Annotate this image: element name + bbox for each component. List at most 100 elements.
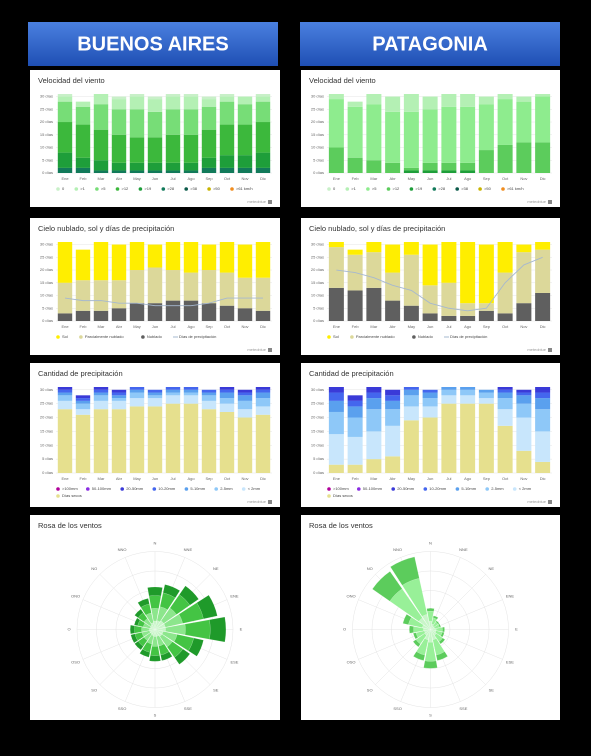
bar-segment [57, 152, 73, 168]
bar-segment [201, 400, 217, 410]
legend-swatch [161, 187, 166, 191]
direction-label: SSE [184, 706, 192, 711]
bar-segment [129, 242, 145, 271]
bar-segment [75, 106, 91, 125]
spoke [430, 574, 486, 630]
legend-swatch [455, 187, 460, 191]
wind-sector [156, 635, 165, 647]
bar-segment [497, 94, 513, 100]
bar-segment [75, 414, 91, 473]
bar-segment [129, 137, 145, 163]
wind-sector [435, 620, 440, 625]
bar-segment [497, 313, 513, 321]
legend-swatch [115, 187, 120, 191]
bar-segment [93, 392, 109, 396]
y-tick-label: 15 días [40, 280, 53, 285]
bar-segment [422, 406, 438, 418]
wind-sector [159, 592, 176, 610]
legend-label: 5-10mm [461, 486, 476, 491]
legend-label: Días secos [62, 493, 82, 498]
wind-sector [426, 608, 435, 612]
direction-label: SSE [459, 706, 467, 711]
x-tick-label: Oct [502, 324, 509, 329]
bar-segment [516, 244, 532, 253]
x-tick-label: Jul [446, 176, 451, 181]
bar-segment [366, 409, 382, 432]
bar-segment [111, 400, 127, 410]
bar-segment [93, 280, 109, 311]
bar-segment [219, 96, 235, 102]
menu-icon [548, 348, 552, 352]
legend-label: Nublado [147, 334, 163, 339]
x-tick-label: Ene [333, 324, 341, 329]
bar-segment [460, 387, 476, 390]
bar-segment [497, 425, 513, 473]
bar-segment [57, 101, 73, 123]
wind-sector [372, 571, 403, 602]
bar-segment [147, 111, 163, 138]
y-tick-label: 20 días [311, 267, 324, 272]
legend-label: Días de precipitación [179, 334, 216, 339]
x-tick-label: Nov [520, 476, 527, 481]
bar-segment [347, 157, 363, 173]
bar-segment [147, 398, 163, 407]
bar-segment [478, 403, 494, 473]
x-tick-label: Ago [464, 476, 472, 481]
wind-sector [427, 610, 434, 622]
direction-label: ENE [230, 594, 239, 599]
direction-label: SE [213, 687, 219, 692]
bar-segment [535, 94, 551, 97]
bar-segment [328, 147, 344, 173]
wind-sector [134, 617, 141, 626]
bar-segment [111, 99, 127, 110]
legend-swatch [184, 487, 189, 491]
legend-label: >50 [213, 186, 221, 191]
bar-segment [328, 287, 344, 321]
wind-sector [412, 639, 421, 648]
y-tick-label: 20 días [40, 267, 53, 272]
bar-segment [403, 170, 419, 173]
y-tick-label: 0 días [42, 170, 53, 175]
source-label: meteoblue [247, 499, 266, 504]
legend-swatch [120, 487, 124, 491]
x-tick-label: Jun [152, 176, 158, 181]
wind-sector [196, 594, 218, 620]
bar-segment [219, 155, 235, 168]
bar-segment [422, 244, 438, 286]
legend-swatch [391, 487, 396, 491]
bar-segment [385, 395, 401, 401]
bar-segment [497, 398, 513, 410]
legend-label: >1 [351, 186, 356, 191]
source-label: meteoblue [527, 347, 546, 352]
header-box [300, 22, 560, 66]
legend-label: >1 [80, 186, 85, 191]
legend-label: Días secos [333, 493, 353, 498]
bar-segment [385, 400, 401, 410]
x-tick-label: May [133, 176, 141, 181]
bar-segment [460, 315, 476, 321]
legend-label: Parcialmente nublado [85, 334, 124, 339]
x-tick-label: Dic [260, 324, 266, 329]
bar-segment [255, 94, 271, 97]
menu-icon [268, 500, 272, 504]
bar-segment [165, 94, 181, 97]
x-tick-label: Mar [370, 476, 378, 481]
legend-label: >12 [393, 186, 401, 191]
bar-segment [183, 395, 199, 404]
bar-segment [366, 459, 382, 473]
bar-segment [165, 270, 181, 301]
bar-segment [516, 142, 532, 173]
y-tick-label: 0 días [42, 318, 53, 323]
x-tick-label: Feb [80, 324, 88, 329]
bar-segment [183, 300, 199, 321]
bar-segment [478, 150, 494, 173]
bar-segment [57, 392, 73, 396]
bar-segment [535, 409, 551, 432]
direction-label: N [429, 541, 432, 546]
legend-label: >61 km/h [507, 186, 524, 191]
y-tick-label: 10 días [311, 442, 324, 447]
wind-sector [435, 651, 448, 661]
wind-sector [440, 639, 446, 645]
bar-segment [165, 395, 181, 404]
x-tick-label: Ago [464, 176, 472, 181]
